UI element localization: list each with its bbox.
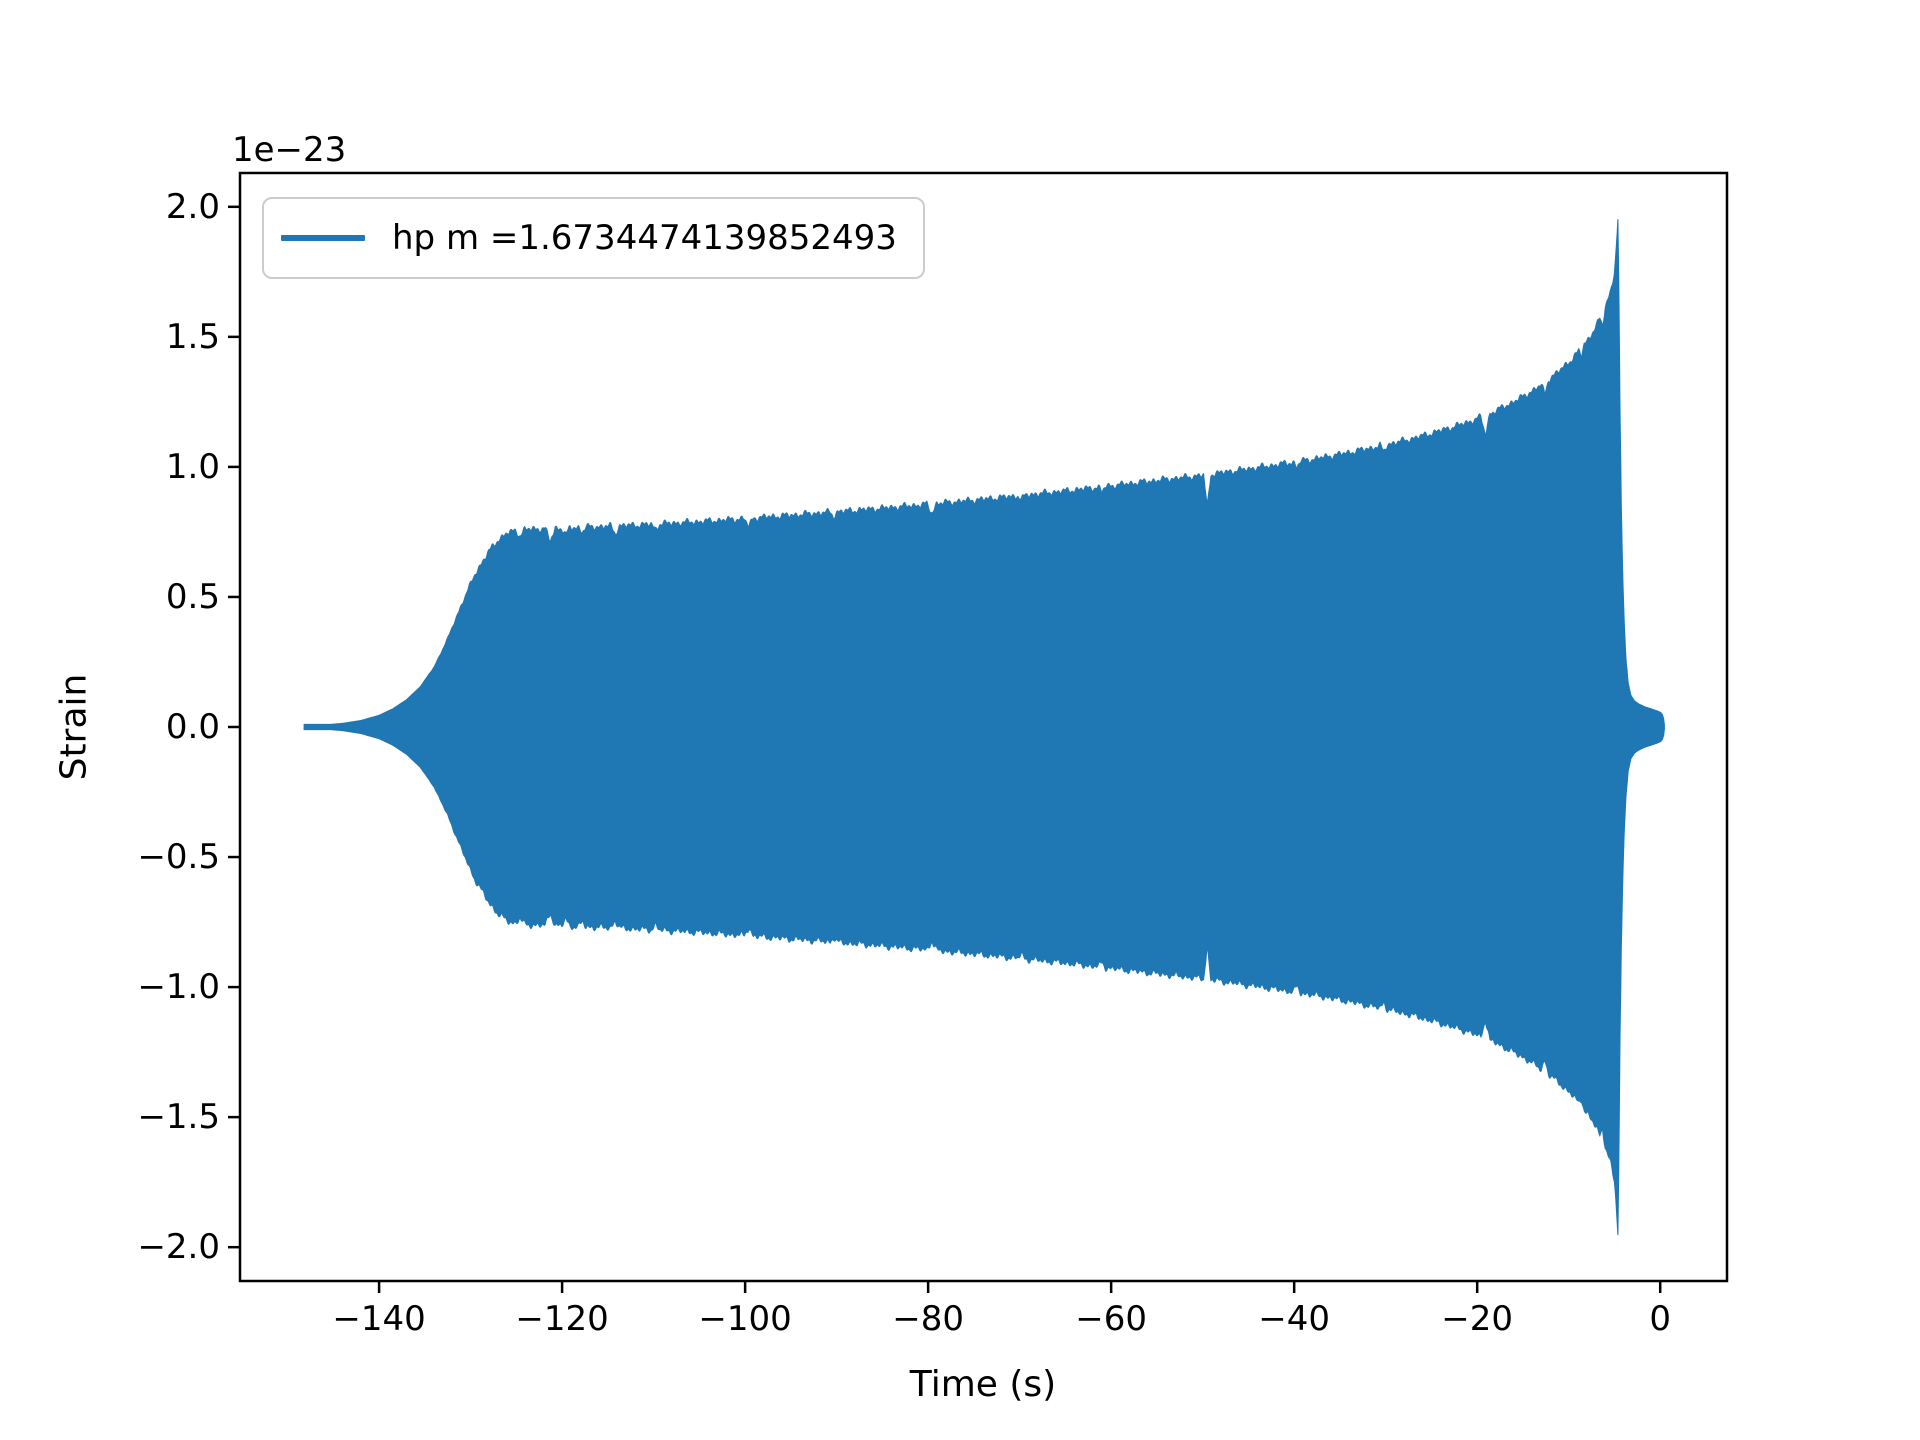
x-tick-label: −40 <box>1258 1299 1331 1339</box>
x-tick-label: −120 <box>515 1299 609 1339</box>
x-tick-label: −20 <box>1441 1299 1514 1339</box>
y-tick-label: 0.0 <box>165 707 220 747</box>
y-tick-label: 1.0 <box>165 446 220 487</box>
legend: hp m =1.6734474139852493 <box>262 197 925 279</box>
x-tick-label: −100 <box>698 1299 792 1339</box>
y-axis-offset-text: 1e−23 <box>232 130 347 170</box>
y-tick-label: 0.5 <box>165 576 220 617</box>
x-tick-label: −80 <box>892 1299 965 1339</box>
y-tick-label: −1.0 <box>137 967 220 1008</box>
y-tick-label: −1.5 <box>137 1097 220 1138</box>
y-tick-label: 2.0 <box>165 186 220 227</box>
x-tick-label: 0 <box>1649 1299 1672 1339</box>
y-tick-label: 1.5 <box>165 316 220 357</box>
y-tick-label: −2.0 <box>137 1227 220 1268</box>
x-axis-label: Time (s) <box>909 1364 1057 1405</box>
legend-line-sample <box>281 235 365 241</box>
y-axis-label: Strain <box>53 673 95 781</box>
y-tick-label: −0.5 <box>137 837 220 878</box>
legend-label: hp m =1.6734474139852493 <box>392 218 897 258</box>
x-tick-label: −140 <box>332 1299 426 1339</box>
x-tick-label: −60 <box>1075 1299 1148 1339</box>
waveform-series <box>303 219 1665 1236</box>
